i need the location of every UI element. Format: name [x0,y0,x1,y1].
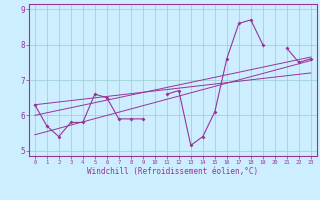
X-axis label: Windchill (Refroidissement éolien,°C): Windchill (Refroidissement éolien,°C) [87,167,258,176]
